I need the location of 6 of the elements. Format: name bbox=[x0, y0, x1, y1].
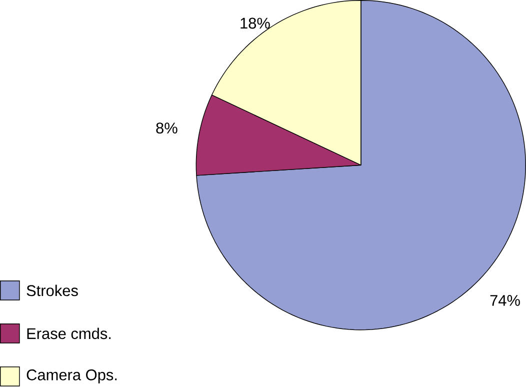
data-label: 8% bbox=[156, 122, 178, 134]
legend-label: Camera Ops. bbox=[26, 369, 117, 384]
legend-label: Erase cmds. bbox=[27, 328, 111, 339]
data-label: 74% bbox=[490, 294, 520, 306]
data-label: 18% bbox=[240, 18, 270, 28]
legend-label: Strokes bbox=[26, 284, 78, 296]
